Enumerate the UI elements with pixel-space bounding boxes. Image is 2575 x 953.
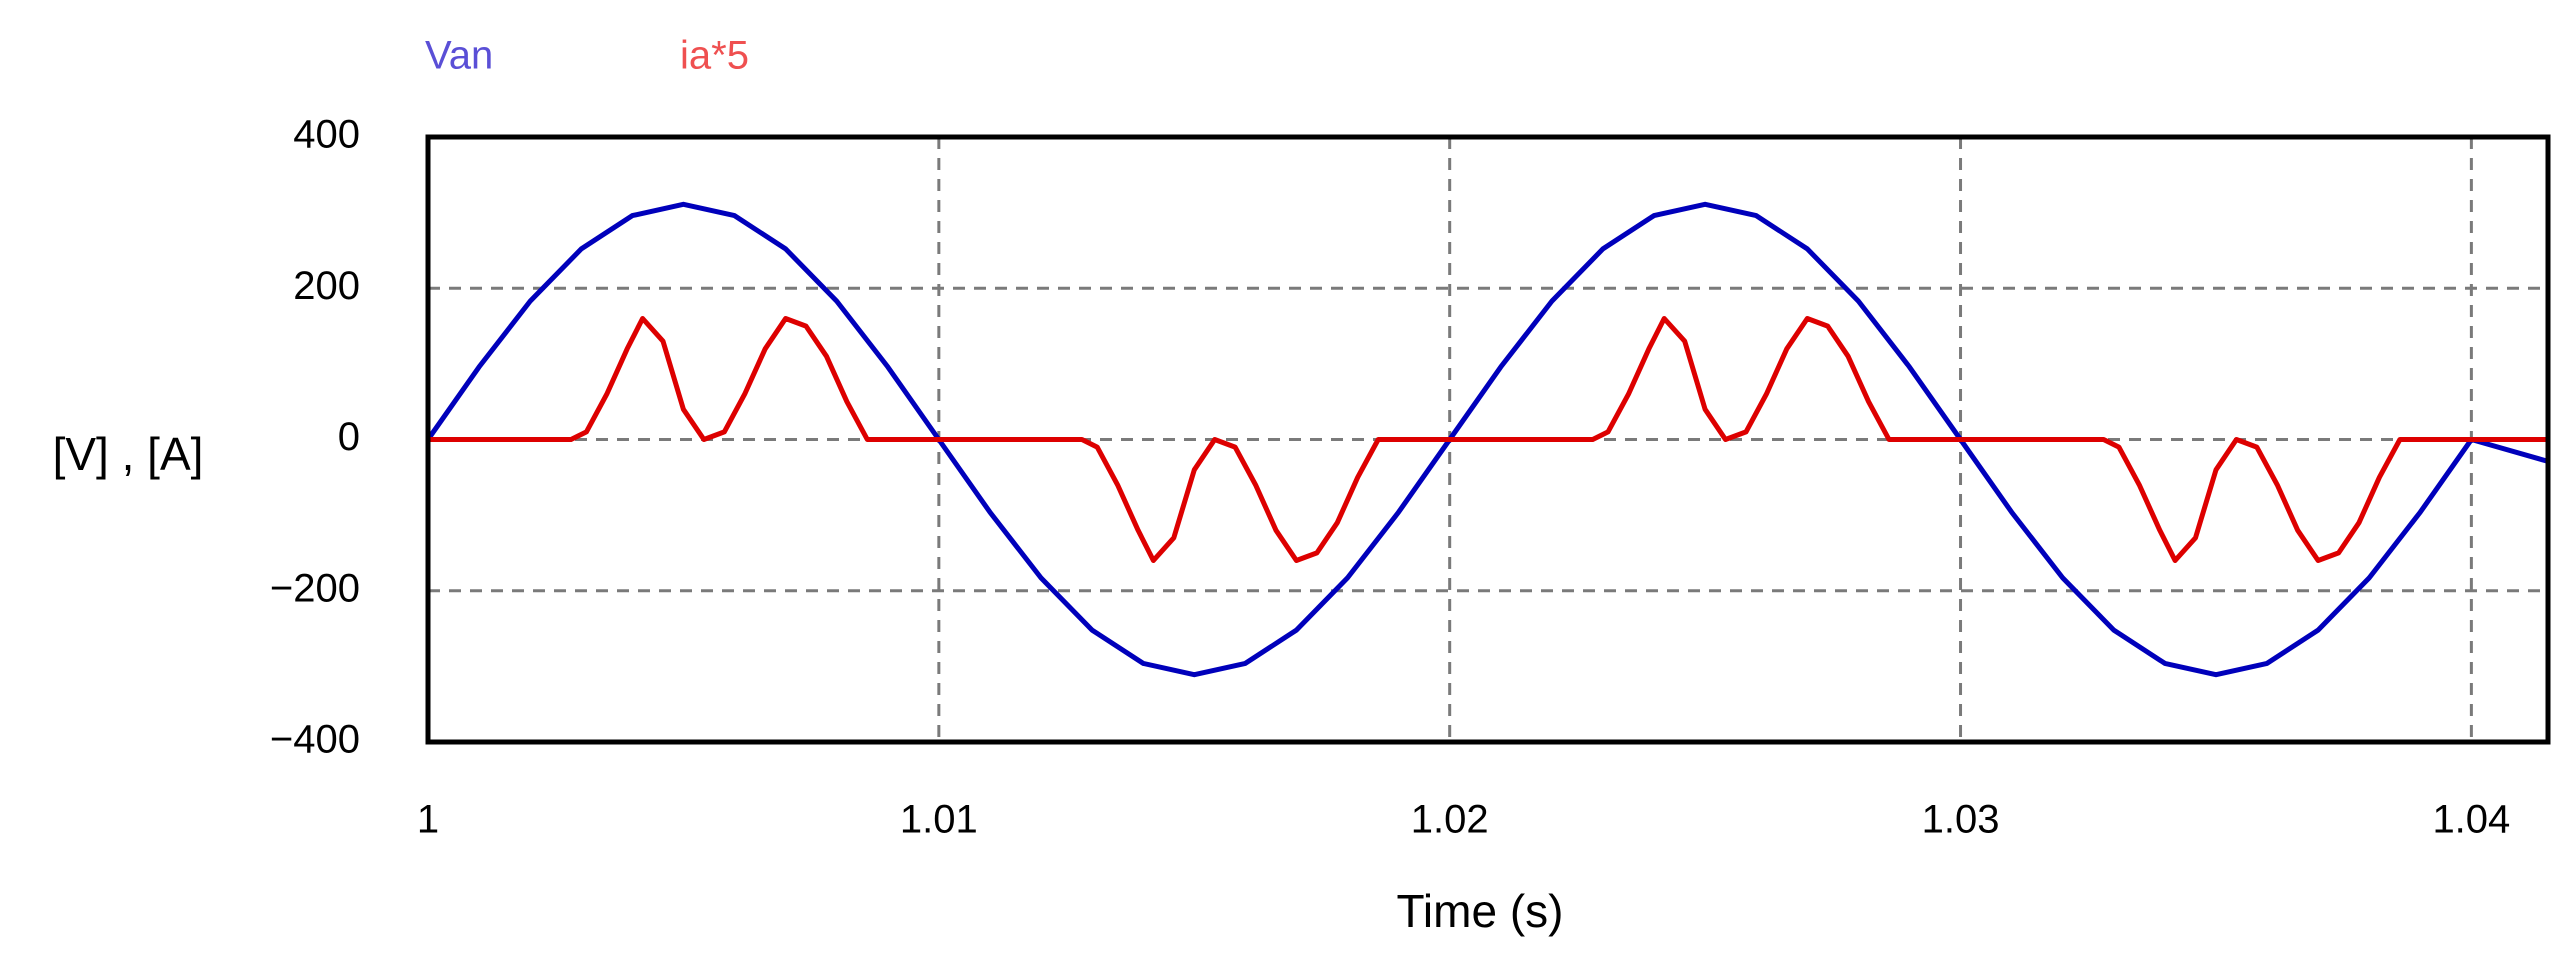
legend-van: Van bbox=[425, 34, 493, 78]
y-tick-label: −400 bbox=[270, 718, 360, 762]
y-tick-label: 200 bbox=[293, 264, 360, 308]
x-tick-label: 1 bbox=[417, 798, 439, 842]
legend-ia5: ia*5 bbox=[680, 34, 749, 78]
series-layer bbox=[425, 201, 2549, 678]
x-axis-title: Time (s) bbox=[1397, 885, 1564, 937]
y-tick-label: −200 bbox=[270, 566, 360, 610]
y-tick-labels: 400 200 0 −200 −400 bbox=[270, 113, 360, 762]
y-tick-label: 400 bbox=[293, 113, 360, 157]
plot-frame bbox=[425, 134, 2551, 745]
series-line-van bbox=[425, 201, 2549, 678]
x-tick-labels: 1 1.01 1.02 1.03 1.04 bbox=[417, 798, 2510, 842]
x-tick-label: 1.03 bbox=[1922, 798, 2000, 842]
x-tick-label: 1.01 bbox=[900, 798, 978, 842]
y-axis-title: [V] , [A] bbox=[53, 428, 204, 480]
y-tick-label: 0 bbox=[338, 415, 360, 459]
x-tick-label: 1.02 bbox=[1411, 798, 1489, 842]
x-tick-label: 1.04 bbox=[2432, 798, 2510, 842]
series-line-ia5 bbox=[428, 316, 2548, 563]
